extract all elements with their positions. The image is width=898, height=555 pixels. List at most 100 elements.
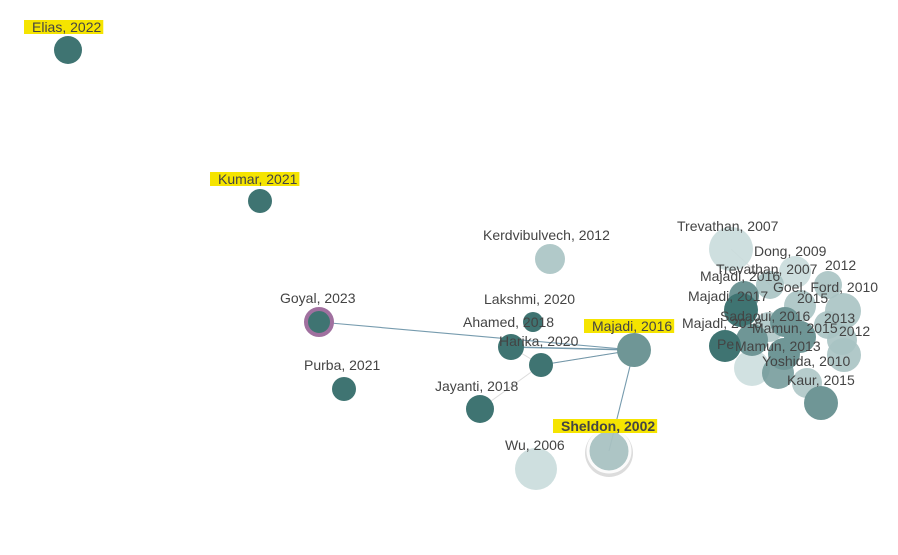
edge-goyal-2023-majadi-2016 [318,321,635,351]
node-label-text: Pe [717,336,734,352]
node-yoshida-2010[interactable] [827,338,861,372]
node-circle[interactable] [535,244,565,274]
node-label-text: 2015 [797,290,828,306]
label-kerdvibulvech-2012: Kerdvibulvech, 2012 [483,227,610,243]
label-highlight [584,319,675,333]
node-circle[interactable] [466,395,494,423]
node-trevathan-2007b[interactable] [756,271,784,299]
node-circle[interactable] [529,353,553,377]
label-dong-2009: Dong, 2009 [754,243,827,259]
node-circle[interactable] [248,189,272,213]
label-majadi-2017: Majadi, 2017 [688,288,768,304]
node-circle[interactable] [498,334,524,360]
node-circle[interactable] [724,293,758,327]
node-kumar-2021[interactable] [248,189,272,213]
label-majadi-2016: Majadi, 2016 [584,318,675,334]
node-lakshmi-2020[interactable] [523,312,543,332]
node-circle[interactable] [709,330,741,362]
node-harika-2020[interactable] [529,353,553,377]
node-ahamed-2018[interactable] [498,334,524,360]
node-jayanti-2018[interactable] [466,395,494,423]
node-label-text: Trevathan, 2007 [677,218,779,234]
node-majadi-2017[interactable] [724,293,758,327]
label-highlight [553,419,658,433]
node-label-text: 2012 [825,257,856,273]
node-circle[interactable] [586,428,632,474]
label-ahamed-2018: Ahamed, 2018 [463,314,554,330]
label-highlight [210,172,300,186]
label-n-2015a: 2015 [797,290,828,306]
label-n-2012b: 2012 [839,323,870,339]
node-label-text: Dong, 2009 [754,243,827,259]
node-label-text: Purba, 2021 [304,357,380,373]
label-trevathan-2007b: Trevathan, 2007 [716,261,818,277]
label-kaur-2015: Kaur, 2015 [787,372,855,388]
label-lakshmi-2020: Lakshmi, 2020 [484,291,575,307]
node-label-text: Trevathan, 2007 [716,261,818,277]
node-circle[interactable] [779,256,811,288]
node-circle[interactable] [332,377,356,401]
node-circle[interactable] [827,338,861,372]
node-goyal-2023[interactable] [304,307,334,337]
node-elias-2022[interactable] [54,36,82,64]
node-circle[interactable] [523,312,543,332]
node-label-text: Goel, Ford, 2010 [773,279,878,295]
label-wu-2006: Wu, 2006 [505,437,565,453]
label-mamun-2015: Mamun, 2015 [752,320,838,336]
node-label-text: 2012 [839,323,870,339]
node-circle[interactable] [756,271,784,299]
node-label-text: Majadi, 2017 [688,288,768,304]
label-sheldon-2002: Sheldon, 2002 [553,418,658,434]
node-label-text: Sadaoui, 2016 [720,308,811,324]
label-harika-2020: Harika, 2020 [499,333,579,349]
label-majadi-2016b: Majadi, 2016 [700,268,780,284]
node-trevathan-2007a[interactable] [709,227,753,271]
label-n-2013a: 2013 [824,310,855,326]
node-label-text: Majadi, 2016 [592,318,672,334]
node-label-text: 2013 [824,310,855,326]
label-kumar-2021: Kumar, 2021 [210,171,300,187]
node-n-2012a[interactable] [814,271,842,299]
label-goel-ford-2010: Goel, Ford, 2010 [773,279,878,295]
node-circle[interactable] [736,324,768,356]
node-circle[interactable] [814,271,842,299]
labels-layer: Elias, 2022 Kumar, 2021 Goyal, 2023 Purba, … [24,19,878,453]
node-label-text: Elias, 2022 [32,19,101,35]
node-circle[interactable] [709,227,753,271]
node-purba-2021[interactable] [332,377,356,401]
node-circle[interactable] [617,333,651,367]
node-circle[interactable] [804,386,838,420]
node-majadi-2016[interactable] [617,333,651,367]
node-circle[interactable] [515,448,557,490]
node-majadi-2018[interactable] [736,324,768,356]
node-kaur-2015[interactable] [804,386,838,420]
node-kerdvibulvech-2012[interactable] [535,244,565,274]
label-trevathan-2007a: Trevathan, 2007 [677,218,779,234]
nodes-layer [54,36,861,490]
node-label-text: Majadi, 2018 [682,315,762,331]
node-label-text: Yoshida, 2010 [762,353,850,369]
node-pe-node[interactable] [709,330,741,362]
node-label-text: Ahamed, 2018 [463,314,554,330]
node-label-text: Lakshmi, 2020 [484,291,575,307]
node-wu-2006[interactable] [515,448,557,490]
node-label-text: Wu, 2006 [505,437,565,453]
node-dong-2009[interactable] [779,256,811,288]
label-sadaoui-2016: Sadaoui, 2016 [720,308,811,324]
node-circle[interactable] [54,36,82,64]
node-label-text: Mamun, 2015 [752,320,838,336]
label-highlight [24,20,104,34]
node-circle[interactable] [304,307,334,337]
cluster-node-0[interactable] [734,350,770,386]
label-elias-2022: Elias, 2022 [24,19,104,35]
node-label-text: Kerdvibulvech, 2012 [483,227,610,243]
node-label-text: Jayanti, 2018 [435,378,518,394]
label-purba-2021: Purba, 2021 [304,357,380,373]
node-circle[interactable] [768,338,800,370]
node-mamun-2013[interactable] [768,338,800,370]
label-pe-node: Pe [717,336,734,352]
label-yoshida-2010: Yoshida, 2010 [762,353,850,369]
label-jayanti-2018: Jayanti, 2018 [435,378,518,394]
node-sheldon-2002[interactable] [585,428,633,477]
